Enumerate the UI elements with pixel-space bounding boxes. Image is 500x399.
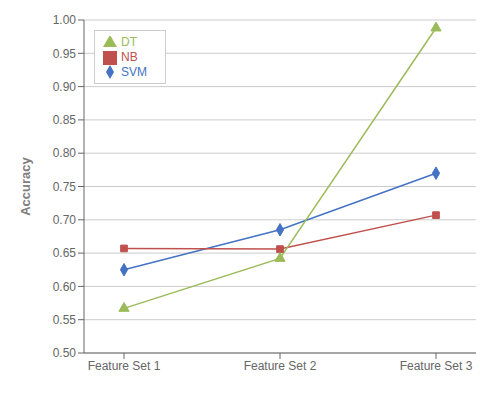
- svg-text:0.80: 0.80: [53, 146, 77, 160]
- html-text:SVM: SVM: [121, 64, 147, 79]
- svg-text:0.60: 0.60: [53, 280, 77, 294]
- svg-text:0.95: 0.95: [53, 47, 77, 61]
- svg-text:0.55: 0.55: [53, 313, 77, 327]
- svg-text:0.85: 0.85: [53, 113, 77, 127]
- html-text:DT: DT: [121, 35, 137, 49]
- svg-text:Feature Set 3: Feature Set 3: [400, 359, 473, 373]
- svg-text:0.70: 0.70: [53, 213, 77, 227]
- html-text:NB: NB: [121, 49, 138, 64]
- svg-text:Feature Set 1: Feature Set 1: [88, 359, 161, 373]
- svg-text:Feature Set 2: Feature Set 2: [244, 359, 317, 373]
- svg-text:0.90: 0.90: [53, 80, 77, 94]
- svg-text:0.50: 0.50: [53, 346, 77, 360]
- svg-text:0.75: 0.75: [53, 180, 77, 194]
- svg-text:0.65: 0.65: [53, 246, 77, 260]
- svg-text:Accuracy: Accuracy: [18, 156, 33, 215]
- svg-text:1.00: 1.00: [53, 13, 77, 27]
